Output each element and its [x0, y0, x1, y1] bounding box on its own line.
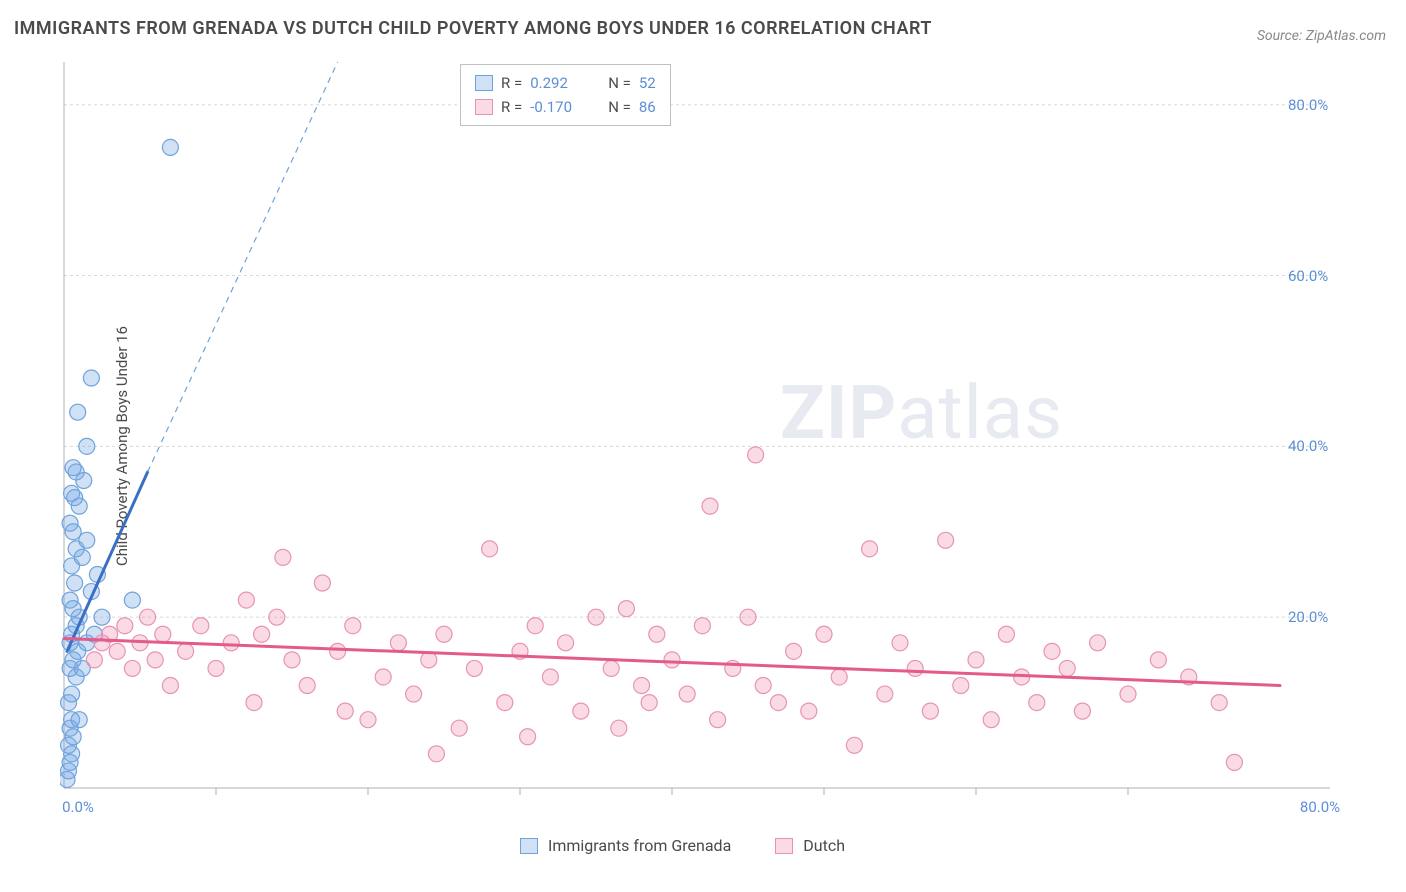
- r-value-series-1: -0.170: [530, 95, 588, 119]
- n-value-series-1: 86: [639, 95, 656, 119]
- chart-title: IMMIGRANTS FROM GRENADA VS DUTCH CHILD P…: [14, 18, 932, 39]
- correlation-legend: R = 0.292 N = 52 R = -0.170 N = 86: [460, 64, 671, 126]
- n-value-series-0: 52: [639, 71, 656, 95]
- n-label: N =: [608, 95, 631, 119]
- y-tick-label: 80.0%: [1288, 96, 1328, 114]
- x-tick-label: 80.0%: [1300, 798, 1340, 816]
- y-tick-label: 20.0%: [1288, 608, 1328, 626]
- n-label: N =: [608, 71, 631, 95]
- series-legend: Immigrants from Grenada Dutch: [520, 836, 845, 855]
- r-value-series-0: 0.292: [530, 71, 588, 95]
- series-1-name: Dutch: [803, 836, 845, 855]
- x-tick-label: 0.0%: [62, 798, 94, 816]
- swatch-series-0: [520, 838, 538, 854]
- r-label: R =: [501, 71, 522, 95]
- legend-row-series-1: R = -0.170 N = 86: [475, 95, 656, 119]
- scatter-plot: [60, 58, 1340, 818]
- swatch-series-1: [475, 99, 493, 115]
- legend-row-series-0: R = 0.292 N = 52: [475, 71, 656, 95]
- source-attribution: Source: ZipAtlas.com: [1257, 28, 1386, 44]
- series-0-name: Immigrants from Grenada: [548, 836, 731, 855]
- swatch-series-0: [475, 75, 493, 91]
- y-tick-label: 40.0%: [1288, 437, 1328, 455]
- y-tick-label: 60.0%: [1288, 267, 1328, 285]
- swatch-series-1: [775, 838, 793, 854]
- r-label: R =: [501, 95, 522, 119]
